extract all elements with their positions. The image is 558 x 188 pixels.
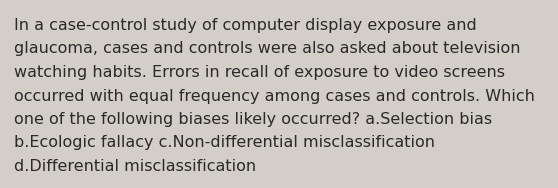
Text: watching habits. Errors in recall of exposure to video screens: watching habits. Errors in recall of exp… (14, 65, 505, 80)
Text: occurred with equal frequency among cases and controls. Which: occurred with equal frequency among case… (14, 89, 535, 104)
Text: In a case-control study of computer display exposure and: In a case-control study of computer disp… (14, 18, 477, 33)
Text: b.Ecologic fallacy c.Non-differential misclassification: b.Ecologic fallacy c.Non-differential mi… (14, 136, 435, 151)
Text: d.Differential misclassification: d.Differential misclassification (14, 159, 256, 174)
Text: one of the following biases likely occurred? a.Selection bias: one of the following biases likely occur… (14, 112, 492, 127)
Text: glaucoma, cases and controls were also asked about television: glaucoma, cases and controls were also a… (14, 42, 521, 57)
